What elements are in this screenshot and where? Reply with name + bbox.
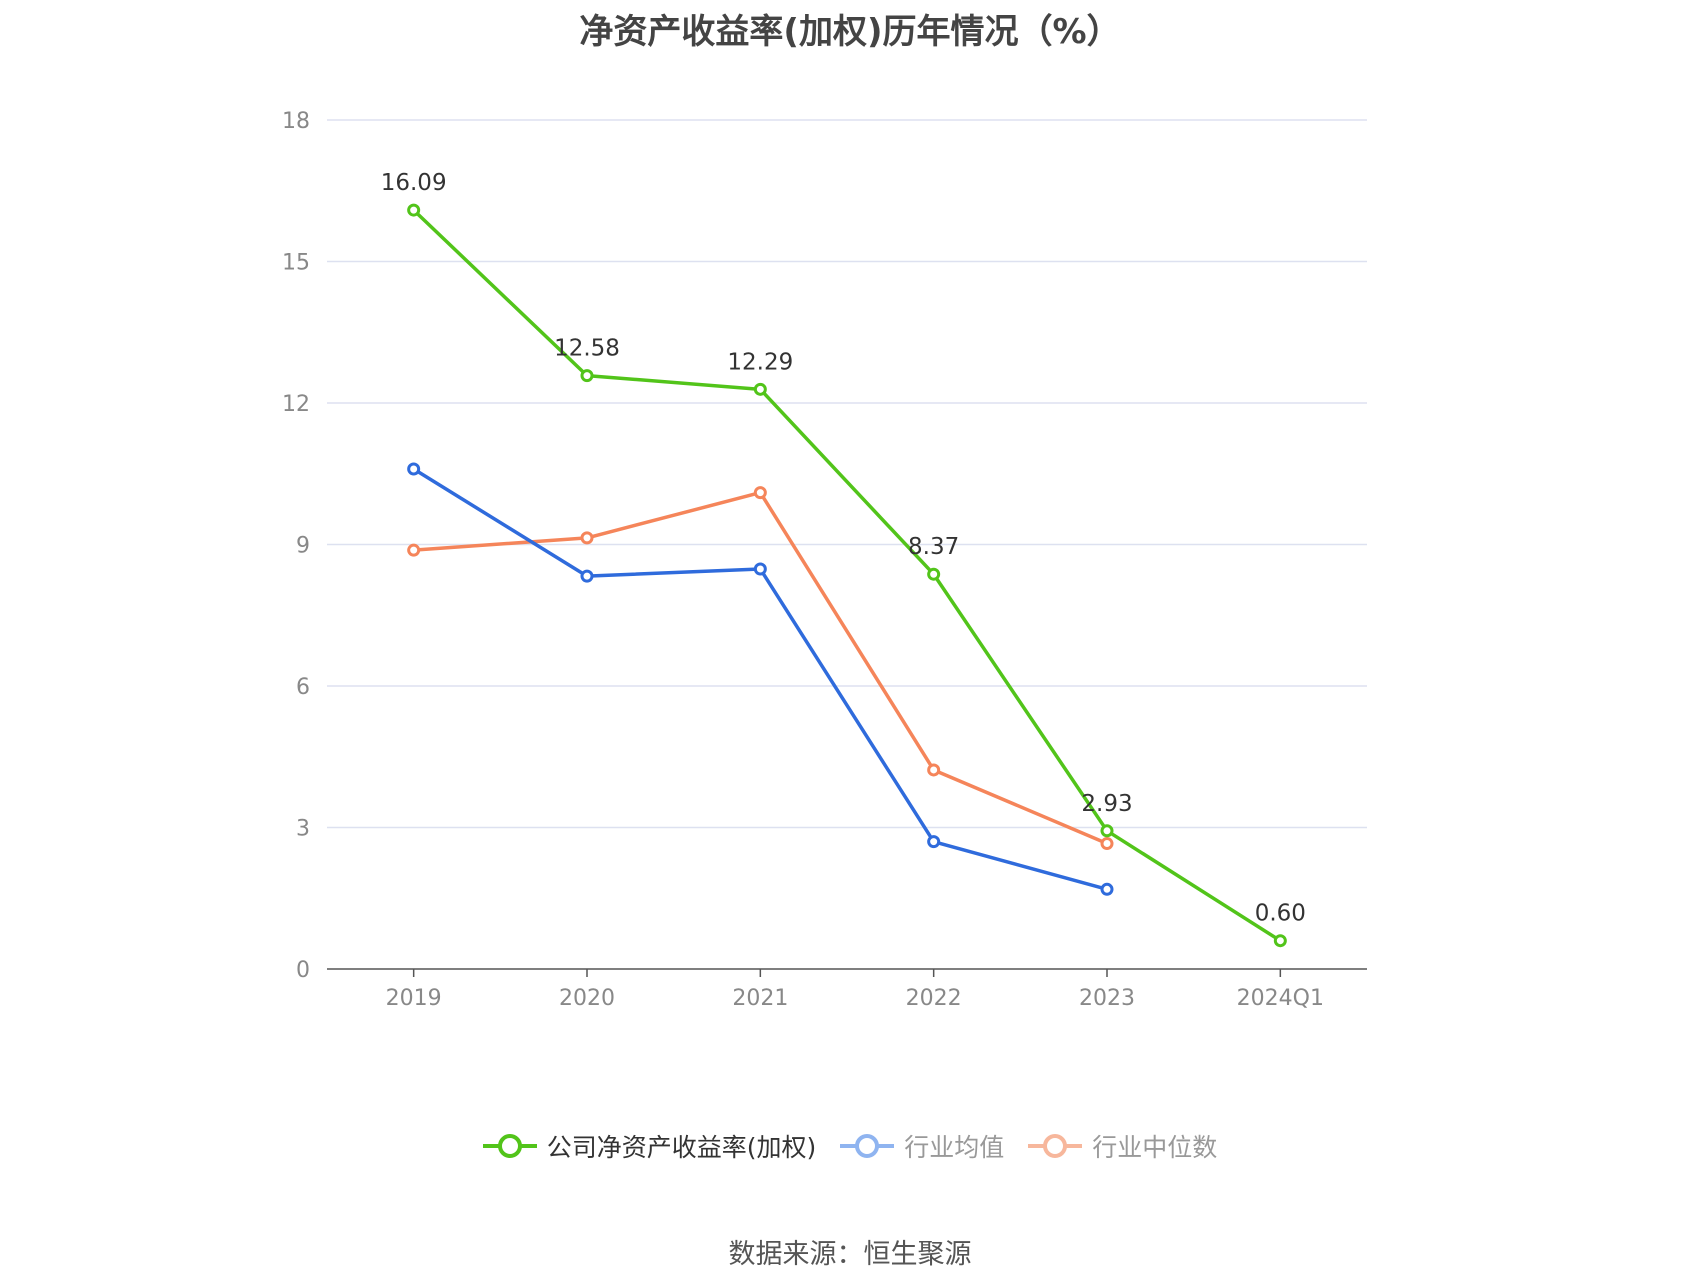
data-point (753, 382, 767, 396)
legend-line-marker-icon (482, 1134, 537, 1158)
x-tick-label: 2024Q1 (1237, 986, 1324, 1011)
series-lines (407, 203, 1287, 948)
y-tick-label: 18 (282, 109, 310, 134)
x-tick-label: 2022 (906, 986, 962, 1011)
data-point (753, 562, 767, 576)
data-label: 0.60 (1255, 901, 1306, 927)
x-tick-label: 2023 (1079, 986, 1135, 1011)
legend-label: 行业中位数 (1092, 1133, 1218, 1162)
axes: 0 3 6 9 12 15 18 2019 2020 2021 2022 2023 2024Q1 (282, 109, 1367, 1011)
series-line (413, 490, 1108, 846)
legend: 公司净资产收益率(加权) 行业均值 行业中位数 (0, 1128, 1700, 1164)
x-tick-label: 2021 (732, 986, 788, 1011)
data-point (927, 835, 941, 849)
data-point (927, 763, 941, 777)
data-labels: 16.09 12.58 12.29 8.37 2.93 0.60 (381, 170, 1306, 927)
data-label: 16.09 (381, 170, 447, 196)
y-tick-label: 12 (282, 392, 310, 417)
x-tick-label: 2019 (386, 986, 442, 1011)
legend-item[interactable]: 行业均值 (840, 1128, 1004, 1164)
legend-item[interactable]: 行业中位数 (1028, 1128, 1217, 1164)
gridlines (327, 119, 1367, 829)
x-tick-label: 2020 (559, 986, 615, 1011)
legend-line-marker-icon (1028, 1134, 1083, 1158)
series-line (412, 208, 1282, 943)
data-point (407, 203, 421, 217)
series-1 (407, 462, 1114, 896)
data-point (927, 567, 941, 581)
y-tick-label: 3 (296, 817, 310, 842)
data-point (407, 462, 421, 476)
data-label: 2.93 (1081, 791, 1132, 817)
chart-title: 净资产收益率(加权)历年情况（%） (579, 12, 1121, 52)
data-point (580, 531, 594, 545)
series-2 (407, 486, 1114, 851)
data-point (407, 543, 421, 557)
y-tick-label: 9 (296, 534, 310, 559)
legend-item[interactable]: 公司净资产收益率(加权) (482, 1128, 817, 1164)
y-tick-label: 15 (282, 251, 310, 276)
series-0 (407, 203, 1287, 948)
data-point (1273, 934, 1287, 948)
data-point (580, 369, 594, 383)
y-tick-label: 6 (296, 675, 310, 700)
data-point (1100, 824, 1114, 838)
data-label: 12.29 (727, 349, 793, 375)
data-point (1100, 837, 1114, 851)
y-tick-label: 0 (296, 958, 310, 983)
data-label: 12.58 (554, 336, 620, 362)
legend-label: 行业均值 (904, 1133, 1005, 1162)
data-point (753, 486, 767, 500)
data-point (580, 569, 594, 583)
legend-label: 公司净资产收益率(加权) (546, 1133, 817, 1162)
data-label: 8.37 (908, 534, 959, 560)
data-source-note: 数据来源：恒生聚源 (728, 1239, 972, 1270)
data-point (1100, 882, 1114, 896)
legend-line-marker-icon (840, 1134, 895, 1158)
